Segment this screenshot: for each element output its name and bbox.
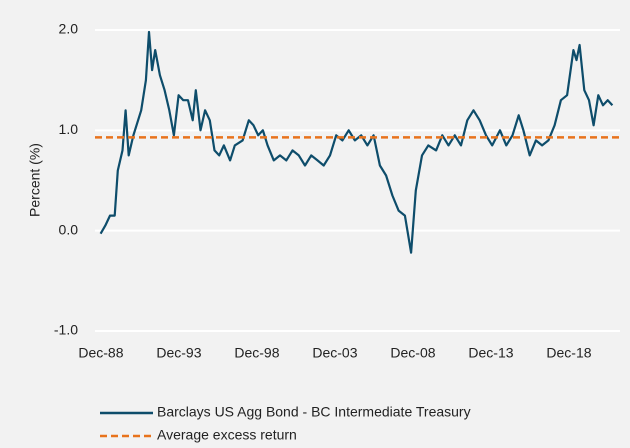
- x-tick-label: Dec-13: [468, 345, 513, 361]
- x-tick-label: Dec-98: [234, 345, 279, 361]
- y-tick-label: 1.0: [59, 121, 79, 137]
- y-tick-label: 0.0: [59, 221, 79, 237]
- legend-label: Barclays US Agg Bond - BC Intermediate T…: [157, 404, 471, 420]
- x-tick-label: Dec-18: [546, 345, 591, 361]
- x-tick-label: Dec-93: [156, 345, 201, 361]
- x-tick-label: Dec-08: [390, 345, 435, 361]
- x-tick-label: Dec-03: [312, 345, 357, 361]
- y-axis-label: Percent (%): [27, 143, 43, 217]
- legend-label: Average excess return: [157, 427, 297, 443]
- y-tick-label: -1.0: [54, 322, 78, 338]
- x-tick-label: Dec-88: [78, 345, 123, 361]
- y-tick-label: 2.0: [59, 21, 79, 37]
- series-line: [99, 30, 614, 254]
